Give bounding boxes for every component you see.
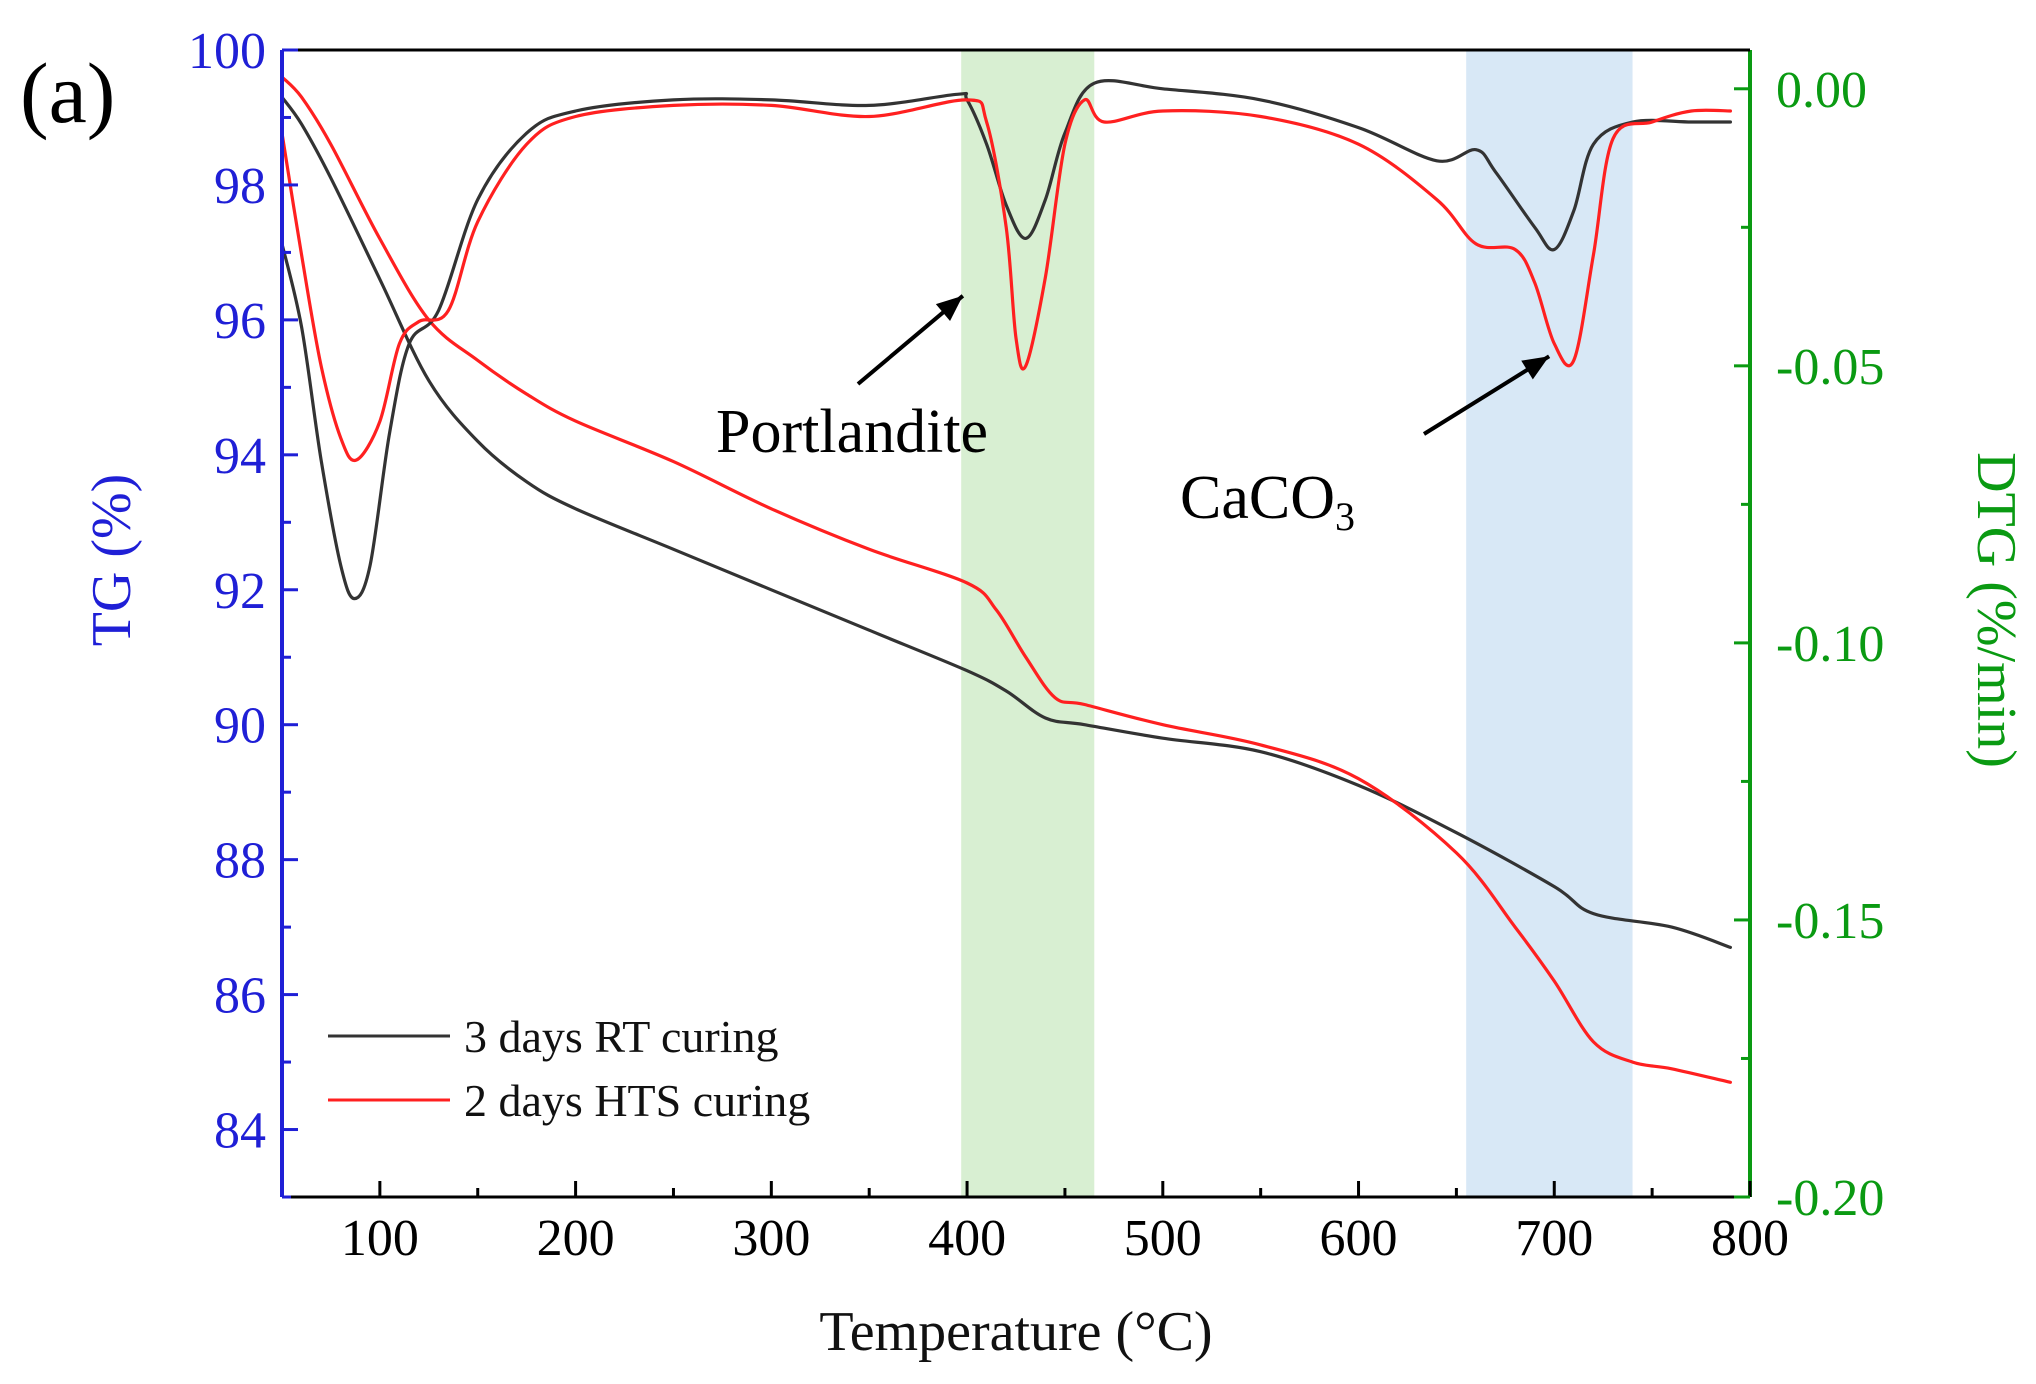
y-left-tick-label: 100 (188, 23, 266, 80)
annotation-caco3-arrow-head (1521, 356, 1550, 380)
portlandite-band (961, 50, 1095, 1197)
x-tick-label: 300 (732, 1210, 810, 1267)
y-right-tick-label: -0.20 (1776, 1170, 1884, 1227)
annotation-caco3-main: CaCO (1180, 464, 1335, 532)
series-line-rt-tg (280, 95, 1732, 949)
series-line-hts-tg (280, 75, 1732, 1084)
x-axis-title: Temperature (°C) (819, 1301, 1212, 1363)
y-right-tick-label: -0.10 (1776, 616, 1884, 673)
y-left-tick-label: 92 (214, 563, 266, 620)
caco3-band (1466, 50, 1633, 1197)
x-tick-label: 400 (928, 1210, 1006, 1267)
panel-label: (a) (20, 45, 115, 141)
y-left-tick-label: 96 (214, 293, 266, 350)
y-left-tick-label: 90 (214, 698, 266, 755)
x-tick-label: 800 (1711, 1210, 1789, 1267)
shaded-bands (961, 50, 1633, 1197)
legend-label-rt: 3 days RT curing (464, 1011, 779, 1062)
x-tick-label: 600 (1320, 1210, 1398, 1267)
annotation-caco3-text: CaCO3 (1180, 464, 1355, 539)
x-tick-label: 100 (341, 1210, 419, 1267)
y-right-tick-label: 0.00 (1776, 62, 1867, 119)
x-tick-label: 200 (537, 1210, 615, 1267)
y-left-tick-label: 94 (214, 428, 266, 485)
annotation-portlandite-arrow-head (935, 295, 963, 321)
legend-label-hts: 2 days HTS curing (464, 1075, 810, 1126)
annotation-portlandite-text: Portlandite (716, 398, 988, 466)
series-line-hts-dtg (280, 98, 1732, 463)
series-line-rt-dtg (280, 79, 1732, 601)
y-right-tick-label: -0.05 (1776, 339, 1884, 396)
legend: 3 days RT curing 2 days HTS curing (328, 1011, 810, 1126)
annotation-arrows (856, 294, 1551, 436)
series-layer (280, 75, 1732, 1084)
y-left-tick-label: 86 (214, 968, 266, 1025)
annotation-caco3-subscript: 3 (1335, 494, 1355, 539)
x-tick-label: 500 (1124, 1210, 1202, 1267)
y-left-tick-label: 84 (214, 1103, 266, 1160)
x-tick-label: 700 (1515, 1210, 1593, 1267)
right-axis-title: DTG (%/min) (1965, 452, 2027, 768)
left-axis-title: TG (%) (81, 474, 143, 647)
y-left-tick-label: 98 (214, 158, 266, 215)
y-right-tick-label: -0.15 (1776, 893, 1884, 950)
y-left-tick-label: 88 (214, 833, 266, 890)
ticks-layer: 100 200 300 400 500 600 700 800 84 86 88 90 92 94 96 98… (188, 23, 1884, 1267)
